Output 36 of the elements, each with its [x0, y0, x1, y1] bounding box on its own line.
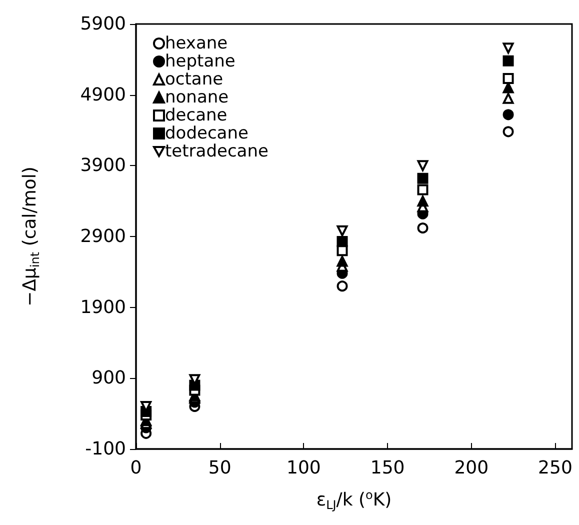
legend-label: dodecane [165, 124, 248, 144]
legend-label: decane [165, 106, 228, 126]
y-tick-label: 2900 [80, 226, 126, 247]
point [417, 184, 428, 196]
y-axis-title: −Δμint (cal/mol) [20, 166, 42, 306]
point [502, 73, 514, 84]
x-tick-label: 200 [454, 458, 489, 478]
point [336, 225, 348, 236]
legend-label: octane [165, 70, 224, 90]
point [336, 236, 348, 247]
y-tick-label: 3900 [80, 155, 126, 176]
point [336, 256, 348, 267]
x-tick-label: 50 [208, 458, 232, 478]
x-tick-label: 250 [538, 458, 572, 478]
point [502, 109, 514, 120]
point [502, 92, 514, 104]
y-tick-label: 1900 [80, 296, 126, 318]
point [502, 42, 514, 54]
y-tick-label: -100 [85, 438, 126, 460]
point [502, 126, 514, 138]
y-tick-label: 900 [92, 368, 126, 389]
x-tick-label: 100 [286, 458, 321, 478]
y-tick-label: 5900 [80, 14, 126, 34]
x-tick-label: 0 [130, 458, 142, 478]
point [417, 160, 428, 172]
point [417, 222, 428, 234]
legend-label: heptane [165, 52, 236, 72]
x-tick-label: 150 [370, 458, 405, 478]
point [417, 196, 428, 207]
point [336, 280, 348, 292]
y-tick-label: 4900 [80, 84, 126, 106]
legend-label: hexane [165, 34, 228, 54]
legend-label: nonane [165, 88, 229, 108]
point [502, 55, 514, 66]
point [417, 172, 428, 184]
legend-label: tetradecane [165, 142, 268, 162]
